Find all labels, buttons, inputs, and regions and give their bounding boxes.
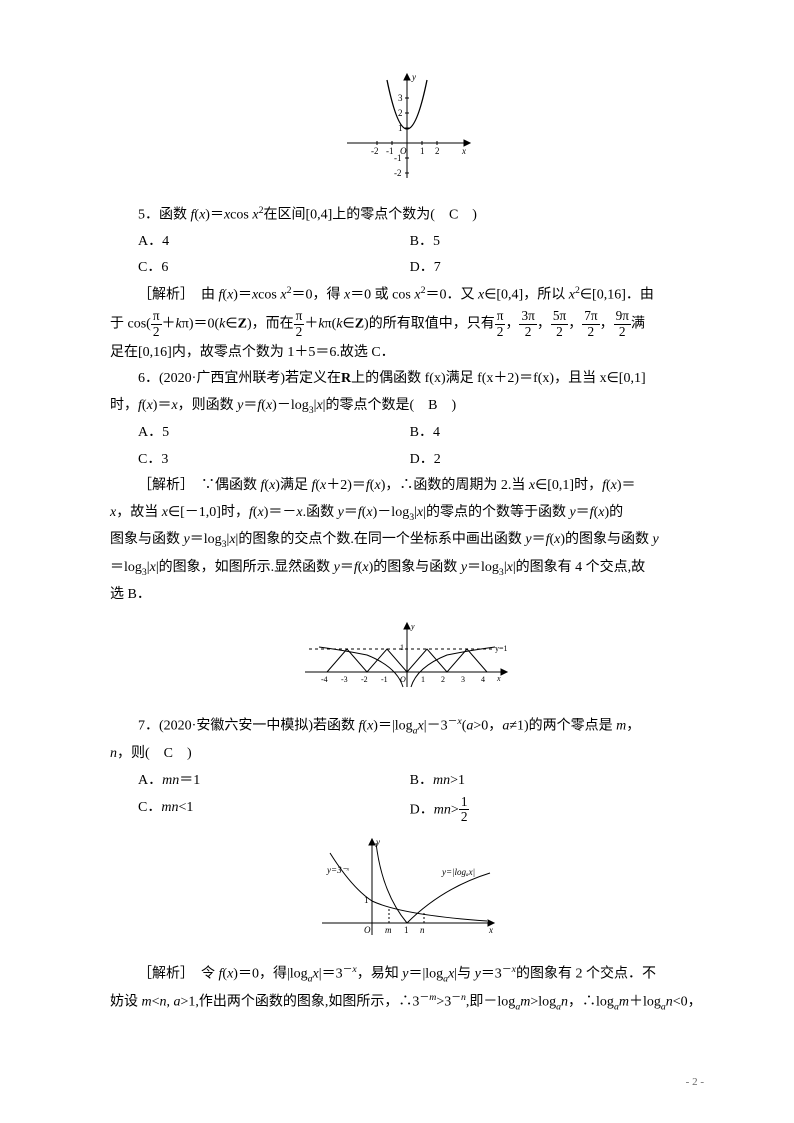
q5-analysis-2: 于 cos(π2＋kπ)＝0(k∈Z)，而在π2＋kπ(k∈Z)的所有取值中，只… xyxy=(110,309,704,339)
figure-log-exp: y x O m 1 n 1 y=3⁻ˣ y=|logₐx| xyxy=(110,833,704,954)
q7-stem-1: 7．(2020·安徽六安一中模拟)若函数 f(x)＝|logax|－3－x(a>… xyxy=(110,713,704,741)
svg-text:O: O xyxy=(364,925,371,935)
q6-analysis-4: ＝log3|x|的图象，如图所示.显然函数 y＝f(x)的图象与函数 y＝log… xyxy=(110,555,704,582)
svg-text:-2: -2 xyxy=(394,168,402,178)
svg-text:1: 1 xyxy=(364,895,369,905)
svg-text:1: 1 xyxy=(400,643,404,652)
q6-stem-2: 时，f(x)＝x，则函数 y＝f(x)－log3|x|的零点个数是( B ) xyxy=(110,393,704,420)
svg-text:O: O xyxy=(400,146,407,156)
svg-text:O: O xyxy=(400,675,406,684)
q5-stem: 5．函数 f(x)＝xcos x2在区间[0,4]上的零点个数为( C ) xyxy=(110,202,704,229)
q7-optC: C．mn<1 xyxy=(138,795,410,825)
q6-analysis-2: x，故当 x∈[－1,0]时，f(x)＝－x.函数 y＝f(x)－log3|x|… xyxy=(110,500,704,527)
svg-text:2: 2 xyxy=(435,146,440,156)
svg-text:1: 1 xyxy=(421,675,425,684)
svg-text:x: x xyxy=(488,925,493,935)
svg-text:y: y xyxy=(411,72,416,82)
svg-text:m: m xyxy=(385,925,392,935)
q6-stem-1: 6．(2020·广西宜州联考)若定义在R上的偶函数 f(x)满足 f(x＋2)＝… xyxy=(110,366,704,393)
svg-text:-1: -1 xyxy=(381,675,388,684)
q7-analysis-2: 妨设 m<n, a>1,作出两个函数的图象,如图所示，∴3－m>3－n,即－lo… xyxy=(110,989,704,1017)
svg-text:y=|logₐx|: y=|logₐx| xyxy=(441,867,475,877)
q6-options: A．5 B．4 xyxy=(138,420,704,447)
q6-options2: C．3 D．2 xyxy=(138,447,704,474)
svg-text:y: y xyxy=(375,837,380,847)
svg-text:x: x xyxy=(461,146,466,156)
q6-optB: B．4 xyxy=(410,420,682,447)
svg-text:n: n xyxy=(420,925,425,935)
page-number: - 2 - xyxy=(686,1072,704,1093)
q7-options2: C．mn<1 D．mn>12 xyxy=(138,795,704,825)
q6-optD: D．2 xyxy=(410,447,682,474)
svg-text:y=1: y=1 xyxy=(495,644,508,653)
figure-parabola: -2-1 12 123 -1-2 x y O xyxy=(110,68,704,194)
svg-text:1: 1 xyxy=(420,146,425,156)
q5-optB: B．5 xyxy=(410,229,682,256)
svg-text:-1: -1 xyxy=(386,146,394,156)
q6-optA: A．5 xyxy=(138,420,410,447)
q6-analysis-3: 图象与函数 y＝log3|x|的图象的交点个数.在同一个坐标系中画出函数 y＝f… xyxy=(110,527,704,554)
q7-optD: D．mn>12 xyxy=(410,795,682,825)
svg-text:3: 3 xyxy=(398,93,403,103)
q7-optA: A．mn＝1 xyxy=(138,768,410,795)
svg-text:-2: -2 xyxy=(361,675,368,684)
svg-text:x: x xyxy=(496,674,501,683)
q7-stem-2: n，则( C ) xyxy=(110,741,704,768)
svg-text:-2: -2 xyxy=(371,146,379,156)
q5-optC: C．6 xyxy=(138,255,410,282)
q6-analysis-1: ［解析］ ∵偶函数 f(x)满足 f(x＋2)＝f(x)，∴函数的周期为 2.当… xyxy=(110,473,704,500)
svg-text:-4: -4 xyxy=(321,675,328,684)
q5-optD: D．7 xyxy=(410,255,682,282)
figure-periodic: -4 -3 -2 -1 1 2 3 4 O x y y=1 1 xyxy=(110,617,704,706)
svg-text:1: 1 xyxy=(398,123,403,133)
q5-options2: C．6 D．7 xyxy=(138,255,704,282)
q5-optA: A．4 xyxy=(138,229,410,256)
q6-analysis-5: 选 B． xyxy=(110,582,704,609)
svg-text:y=3⁻ˣ: y=3⁻ˣ xyxy=(326,865,349,875)
q7-analysis-1: ［解析］ 令 f(x)＝0，得|logax|＝3－x，易知 y＝|logax|与… xyxy=(110,961,704,989)
q5-analysis: ［解析］ 由 f(x)＝xcos x2＝0，得 x＝0 或 cos x2＝0．又… xyxy=(110,282,704,309)
svg-text:-3: -3 xyxy=(341,675,348,684)
q5-options: A．4 B．5 xyxy=(138,229,704,256)
q7-optB: B．mn>1 xyxy=(410,768,682,795)
svg-text:2: 2 xyxy=(441,675,445,684)
q5-analysis-3: 足在[0,16]内，故零点个数为 1＋5＝6.故选 C． xyxy=(110,340,704,367)
svg-text:1: 1 xyxy=(404,925,409,935)
svg-text:4: 4 xyxy=(481,675,485,684)
svg-text:y: y xyxy=(410,622,415,631)
q6-optC: C．3 xyxy=(138,447,410,474)
svg-text:3: 3 xyxy=(461,675,465,684)
q7-options: A．mn＝1 B．mn>1 xyxy=(138,768,704,795)
svg-text:2: 2 xyxy=(398,108,403,118)
